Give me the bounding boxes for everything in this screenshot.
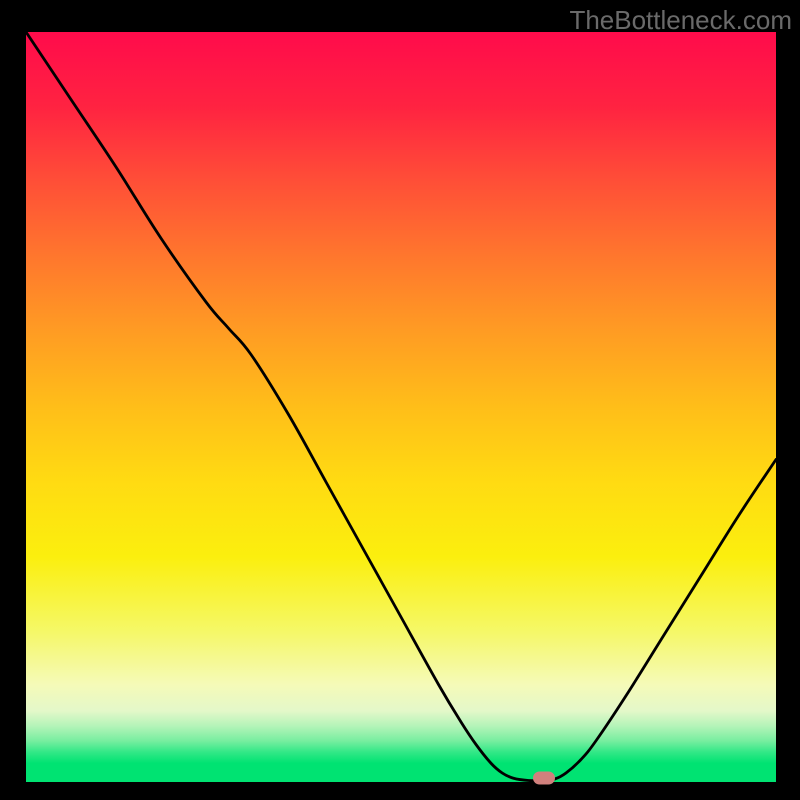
watermark-text: TheBottleneck.com	[569, 5, 792, 36]
bottleneck-curve	[26, 32, 776, 782]
optimal-marker	[533, 772, 555, 785]
plot-area	[26, 32, 776, 782]
chart-container: TheBottleneck.com	[0, 0, 800, 800]
